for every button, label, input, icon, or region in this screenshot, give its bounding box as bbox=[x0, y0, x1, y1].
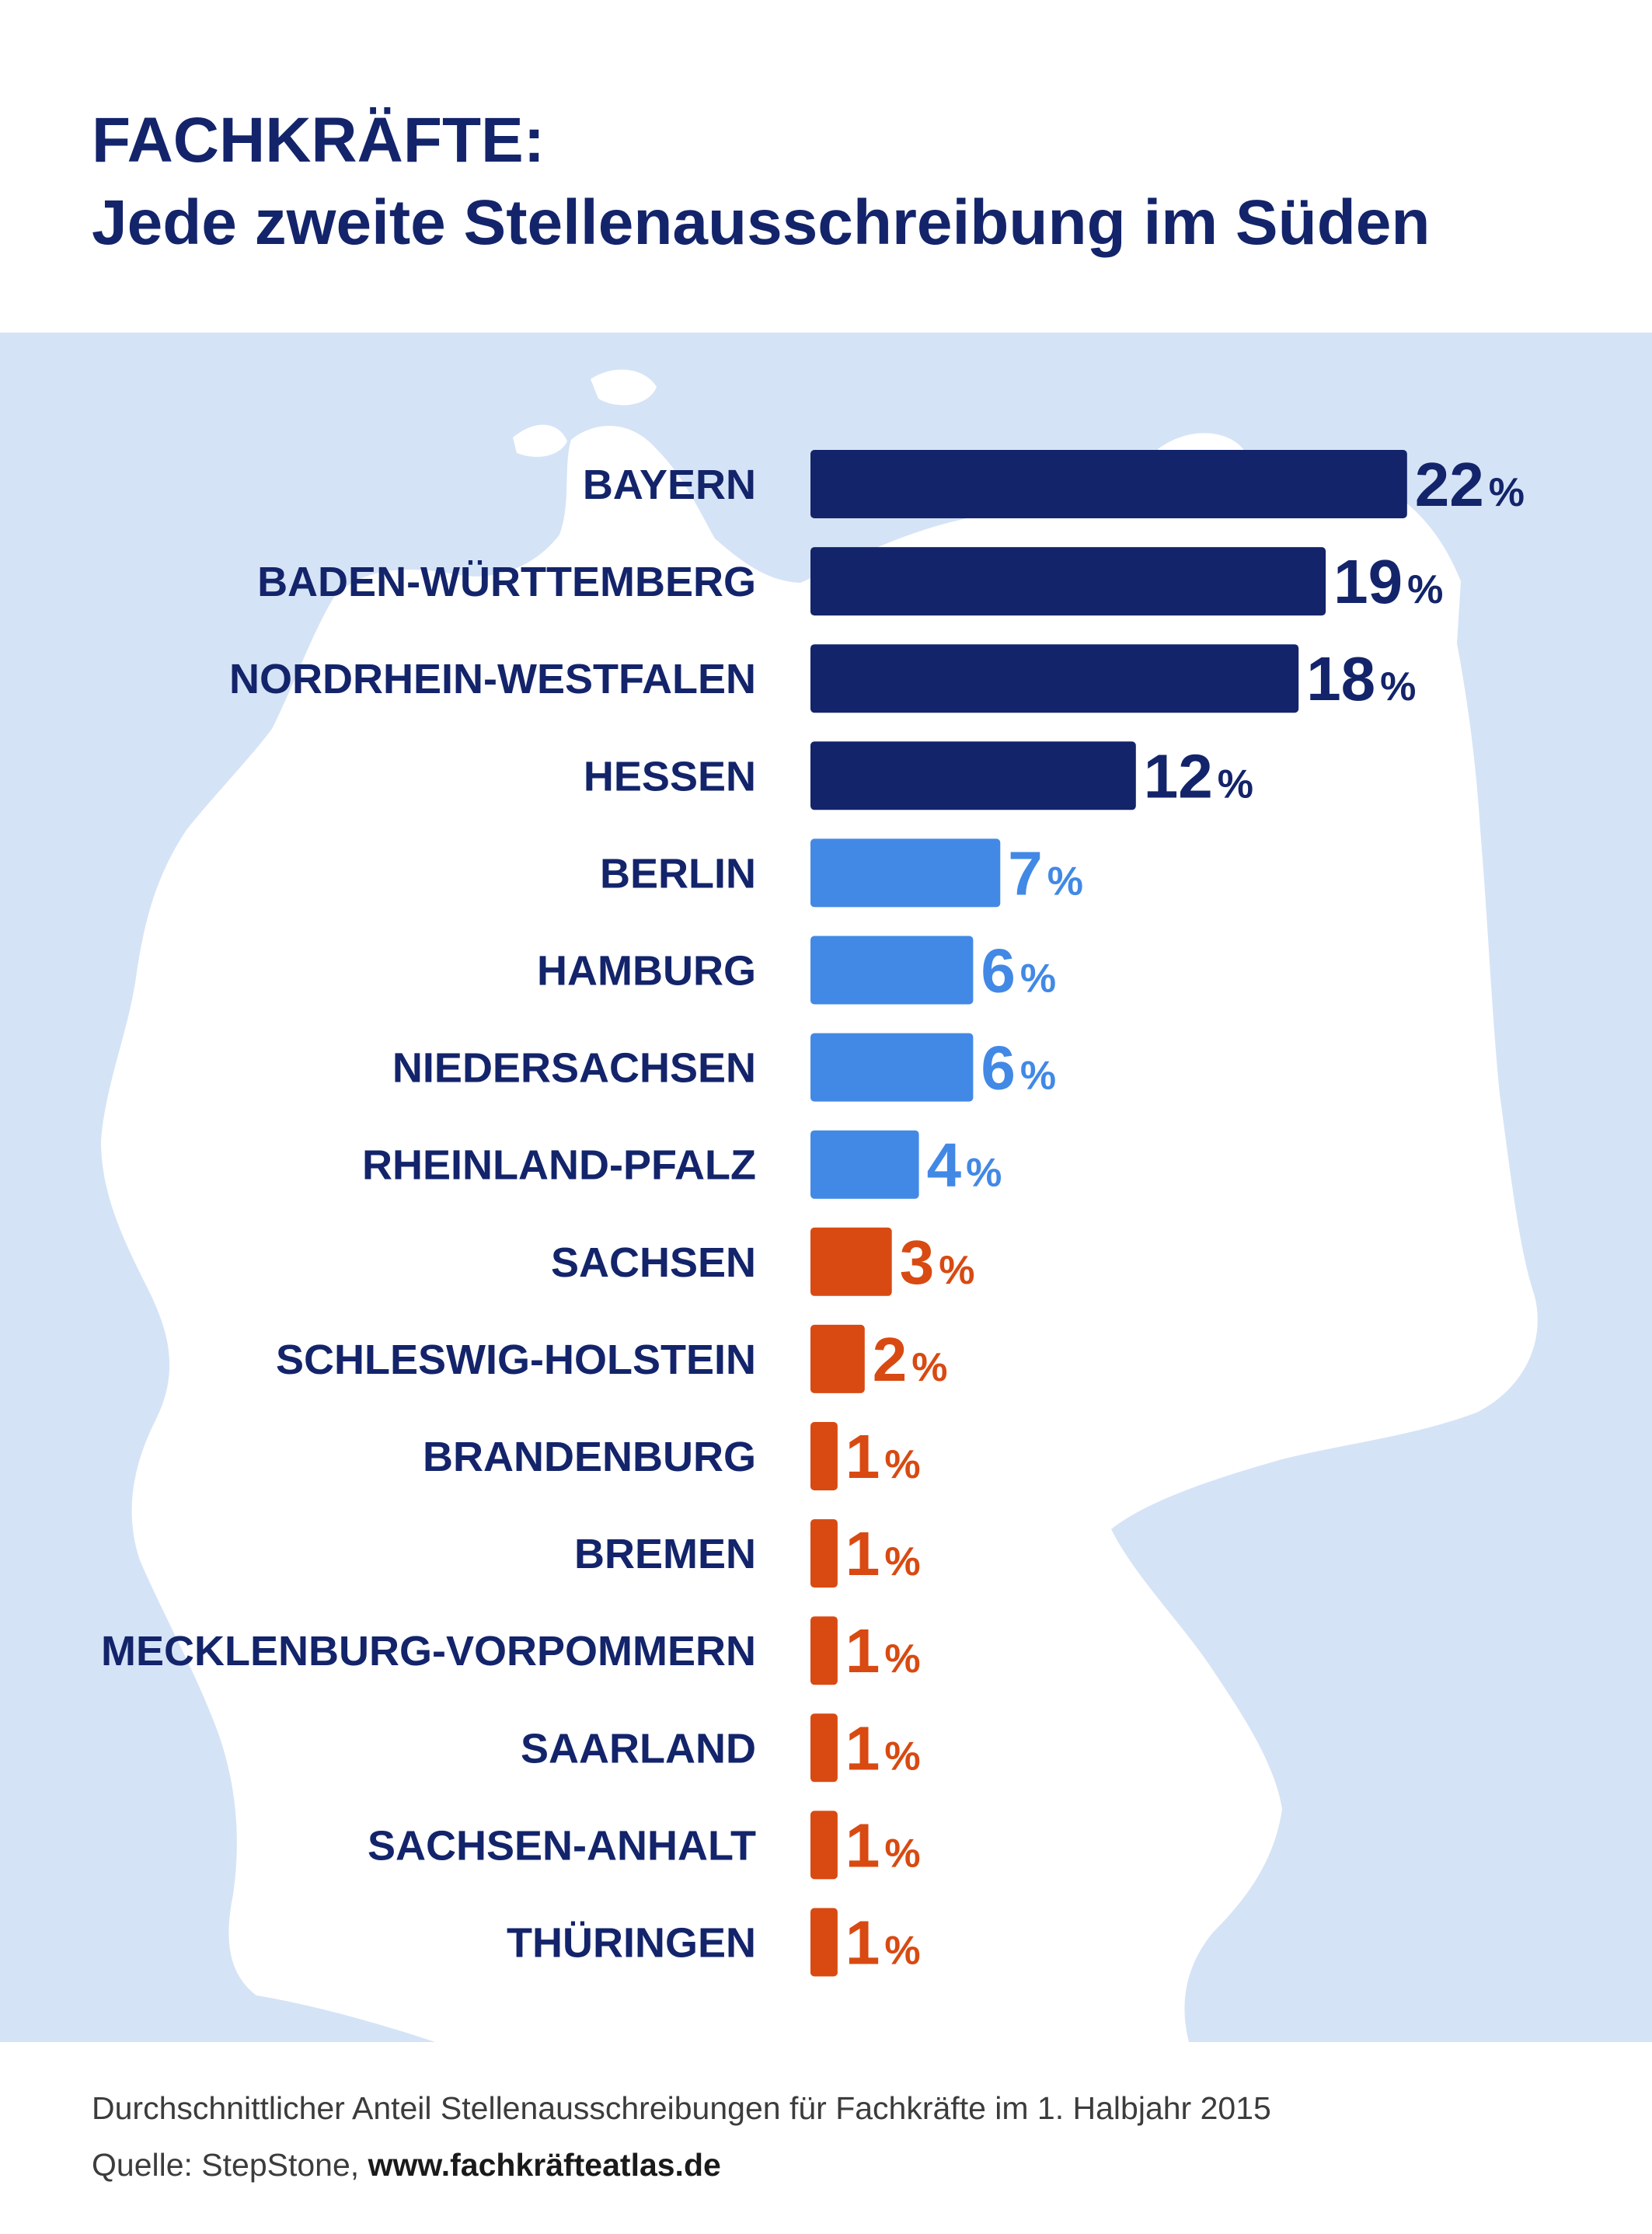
bar-chart: BAYERN 22 % BADEN-WÜRTTEMBERG 19 % NORDRHEIN-W… bbox=[101, 450, 1525, 1978]
category-label: SACHSEN-ANHALT bbox=[368, 1822, 756, 1869]
bar bbox=[810, 741, 1136, 810]
category-label: NIEDERSACHSEN bbox=[392, 1045, 756, 1092]
bar bbox=[810, 547, 1326, 616]
value-label: 22% bbox=[1415, 450, 1525, 519]
bar bbox=[810, 1519, 838, 1588]
bar bbox=[810, 936, 974, 1005]
value-label: 3% bbox=[900, 1228, 975, 1297]
category-label: BAYERN bbox=[583, 462, 756, 508]
bar bbox=[810, 1130, 919, 1199]
source-link[interactable]: www.fachkräfteatlas.de bbox=[368, 2147, 721, 2183]
value-label: 12% bbox=[1144, 741, 1253, 810]
category-label: HAMBURG bbox=[537, 948, 756, 995]
bar bbox=[810, 1324, 865, 1393]
category-label: MECKLENBURG-VORPOMMERN bbox=[101, 1628, 756, 1675]
category-label: SCHLESWIG-HOLSTEIN bbox=[276, 1337, 756, 1383]
value-label: 1% bbox=[845, 1616, 921, 1685]
footer-source: Quelle: StepStone, www.fachkräfteatlas.d… bbox=[92, 2147, 1568, 2183]
value-label: 18% bbox=[1306, 644, 1416, 713]
bar bbox=[810, 1713, 838, 1783]
page-title: FACHKRÄFTE: Jede zweite Stellenausschrei… bbox=[92, 99, 1607, 264]
value-label: 1% bbox=[845, 1422, 921, 1491]
bar bbox=[810, 644, 1299, 713]
bar bbox=[810, 1033, 974, 1102]
value-label: 7% bbox=[1008, 838, 1083, 908]
value-label: 6% bbox=[981, 1033, 1056, 1103]
bar bbox=[810, 1227, 892, 1296]
category-label: SAARLAND bbox=[521, 1725, 756, 1772]
value-label: 2% bbox=[873, 1325, 948, 1394]
source-prefix: Quelle: StepStone, bbox=[92, 2147, 360, 2183]
category-label: BREMEN bbox=[574, 1531, 756, 1577]
bars-layer: BAYERN 22 % BADEN-WÜRTTEMBERG 19 % NORDRHEIN-W… bbox=[101, 450, 1525, 1978]
category-label: BRANDENBURG bbox=[423, 1434, 756, 1480]
category-label: BADEN-WÜRTTEMBERG bbox=[257, 559, 756, 605]
bar bbox=[810, 1908, 838, 1977]
value-label: 19% bbox=[1333, 547, 1443, 616]
category-label: HESSEN bbox=[584, 753, 756, 800]
bar bbox=[810, 450, 1407, 518]
value-label: 1% bbox=[845, 1811, 921, 1880]
bar bbox=[810, 1422, 838, 1490]
bar bbox=[810, 1616, 838, 1685]
value-label: 6% bbox=[981, 936, 1056, 1005]
bar bbox=[810, 838, 1001, 908]
title-line-1: FACHKRÄFTE: bbox=[92, 105, 545, 176]
bar bbox=[810, 1811, 838, 1880]
value-label: 1% bbox=[845, 1519, 921, 1588]
value-label: 1% bbox=[845, 1713, 921, 1783]
value-label: 1% bbox=[845, 1908, 921, 1978]
footer-note: Durchschnittlicher Anteil Stellenausschr… bbox=[92, 2090, 1271, 2126]
category-label: BERLIN bbox=[600, 850, 756, 897]
title-line-2: Jede zweite Stellenausschreibung im Süde… bbox=[92, 187, 1431, 258]
category-label: THÜRINGEN bbox=[507, 1920, 756, 1967]
category-label: RHEINLAND-PFALZ bbox=[362, 1142, 756, 1189]
category-label: SACHSEN bbox=[551, 1239, 756, 1286]
category-label: NORDRHEIN-WESTFALEN bbox=[229, 656, 756, 702]
value-label: 4% bbox=[927, 1131, 1002, 1200]
